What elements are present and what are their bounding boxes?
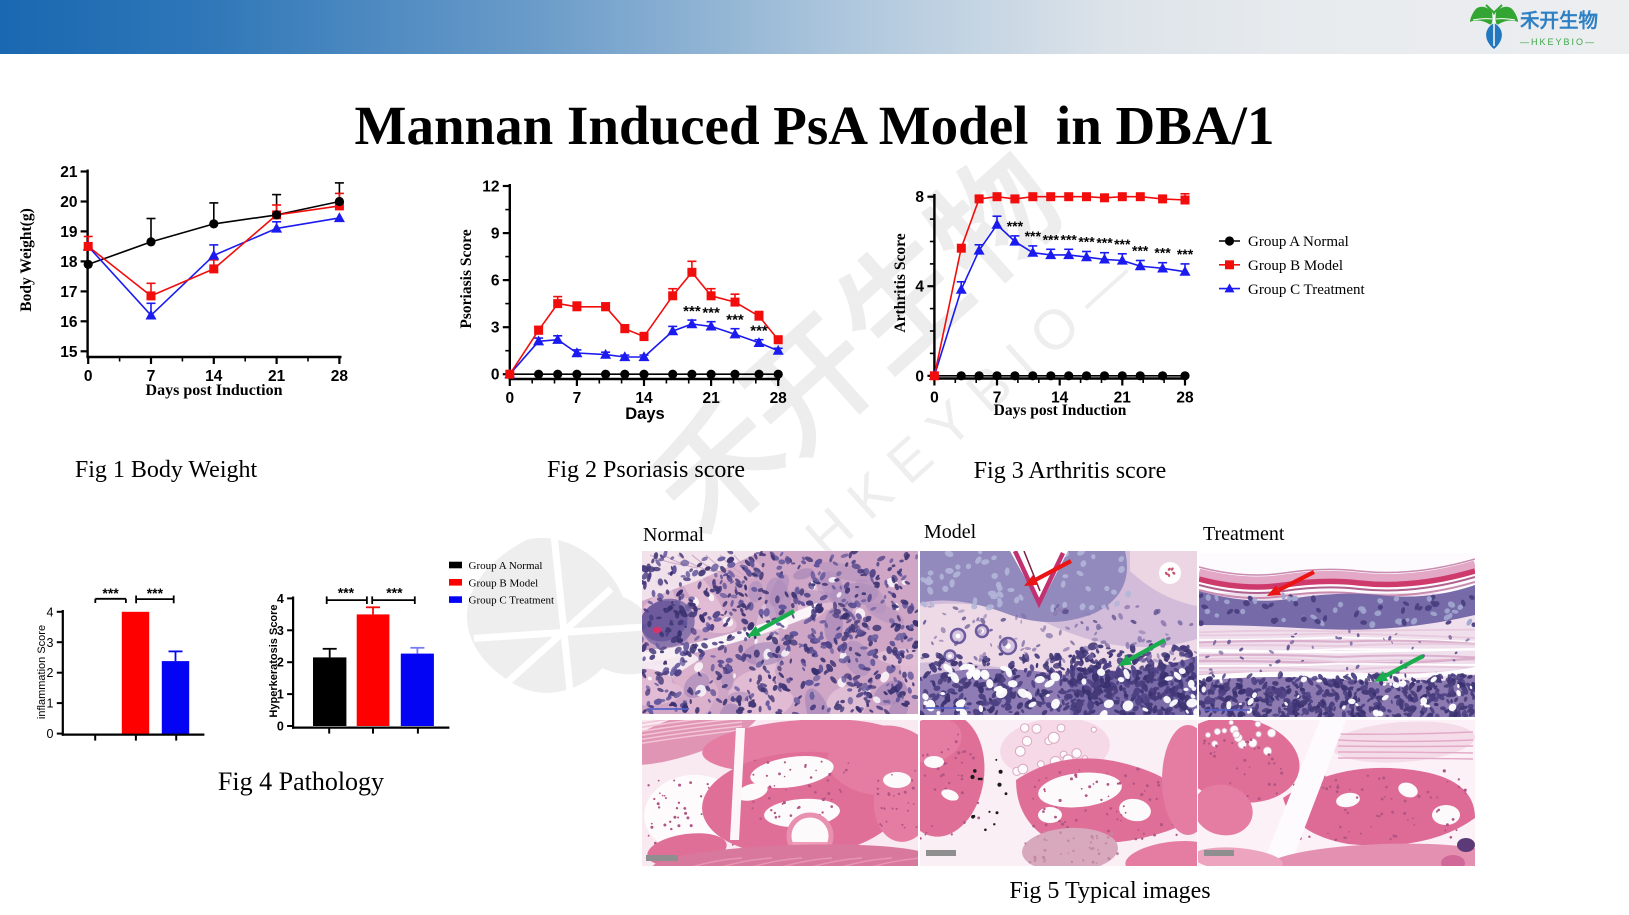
svg-text:Normal: Normal: [643, 524, 705, 546]
svg-text:28: 28: [770, 390, 788, 407]
svg-text:7: 7: [573, 390, 582, 407]
svg-text:Fig 5 Typical images: Fig 5 Typical images: [1009, 878, 1210, 904]
svg-text:***: ***: [1177, 246, 1194, 262]
svg-text:Fig 4 Pathology: Fig 4 Pathology: [218, 767, 384, 796]
svg-text:14: 14: [1051, 390, 1069, 407]
svg-text:21: 21: [268, 368, 286, 385]
svg-text:7: 7: [147, 368, 156, 385]
svg-text:***: ***: [683, 303, 701, 320]
svg-text:inflammation Score: inflammation Score: [36, 625, 48, 719]
svg-text:Days post Induction: Days post Induction: [146, 382, 283, 399]
svg-text:***: ***: [1132, 243, 1149, 259]
svg-text:Group B Model: Group B Model: [1248, 258, 1343, 274]
svg-text:16: 16: [60, 314, 78, 331]
svg-text:4: 4: [915, 279, 924, 296]
svg-text:28: 28: [1176, 390, 1194, 407]
svg-text:***: ***: [1007, 218, 1024, 234]
svg-text:15: 15: [60, 344, 78, 361]
svg-text:***: ***: [1025, 228, 1042, 244]
svg-text:***: ***: [726, 312, 744, 329]
svg-text:2: 2: [47, 666, 54, 680]
svg-text:Days: Days: [625, 405, 664, 423]
svg-text:Model: Model: [924, 521, 977, 543]
svg-text:Group A Normal: Group A Normal: [1248, 234, 1349, 250]
svg-text:12: 12: [482, 179, 499, 196]
svg-text:***: ***: [386, 585, 403, 601]
svg-text:2: 2: [277, 656, 284, 670]
svg-text:0: 0: [930, 390, 939, 407]
svg-text:1: 1: [277, 688, 284, 702]
svg-text:***: ***: [1154, 245, 1171, 261]
svg-text:—HKEYBIO—: —HKEYBIO—: [1520, 37, 1596, 47]
svg-text:17: 17: [60, 284, 77, 301]
svg-text:Body Weight(g): Body Weight(g): [18, 208, 35, 312]
svg-text:禾开生物: 禾开生物: [1520, 9, 1598, 32]
svg-text:1: 1: [47, 697, 54, 711]
svg-text:19: 19: [60, 224, 78, 241]
svg-text:***: ***: [750, 323, 768, 340]
svg-text:Psoriasis Score: Psoriasis Score: [458, 229, 475, 328]
svg-text:18: 18: [60, 254, 78, 271]
svg-text:6: 6: [491, 273, 500, 290]
svg-text:3: 3: [277, 624, 284, 638]
svg-text:0: 0: [915, 368, 924, 385]
svg-text:Treatment: Treatment: [1203, 523, 1285, 545]
svg-text:21: 21: [702, 390, 720, 407]
svg-text:Fig 1 Body Weight: Fig 1 Body Weight: [75, 457, 258, 483]
svg-text:***: ***: [1078, 234, 1095, 250]
svg-text:7: 7: [993, 390, 1002, 407]
svg-text:***: ***: [702, 305, 720, 322]
svg-text:Group C Treatment: Group C Treatment: [469, 595, 555, 607]
svg-text:28: 28: [331, 368, 349, 385]
svg-text:0: 0: [505, 390, 514, 407]
svg-text:14: 14: [635, 390, 653, 407]
svg-text:14: 14: [205, 368, 223, 385]
svg-text:9: 9: [491, 226, 500, 243]
svg-text:21: 21: [1114, 390, 1132, 407]
svg-text:***: ***: [1061, 231, 1078, 247]
svg-text:0: 0: [491, 367, 500, 384]
svg-text:***: ***: [147, 585, 164, 601]
svg-text:Hyperkeratosis Score: Hyperkeratosis Score: [268, 604, 280, 717]
svg-text:***: ***: [1096, 235, 1113, 251]
svg-text:***: ***: [102, 585, 119, 601]
svg-text:Fig 3 Arthritis score: Fig 3 Arthritis score: [974, 458, 1167, 484]
svg-text:4: 4: [277, 592, 284, 606]
svg-text:8: 8: [915, 189, 924, 206]
svg-text:4: 4: [47, 605, 54, 619]
svg-text:3: 3: [491, 320, 500, 337]
svg-text:Group B Model: Group B Model: [469, 577, 539, 589]
svg-text:0: 0: [84, 368, 93, 385]
svg-text:21: 21: [60, 164, 78, 181]
svg-text:0: 0: [277, 720, 284, 734]
svg-text:Days post Induction: Days post Induction: [994, 402, 1127, 419]
svg-text:Group C Treatment: Group C Treatment: [1248, 282, 1366, 298]
svg-text:0: 0: [47, 727, 54, 741]
svg-text:3: 3: [47, 636, 54, 650]
svg-text:***: ***: [338, 585, 355, 601]
svg-text:Group A Normal: Group A Normal: [469, 560, 543, 572]
svg-text:20: 20: [60, 194, 77, 211]
svg-text:***: ***: [1043, 231, 1060, 247]
svg-text:Arthritis Score: Arthritis Score: [892, 233, 909, 332]
svg-text:Fig 2 Psoriasis score: Fig 2 Psoriasis score: [547, 457, 745, 483]
svg-text:***: ***: [1114, 236, 1131, 252]
